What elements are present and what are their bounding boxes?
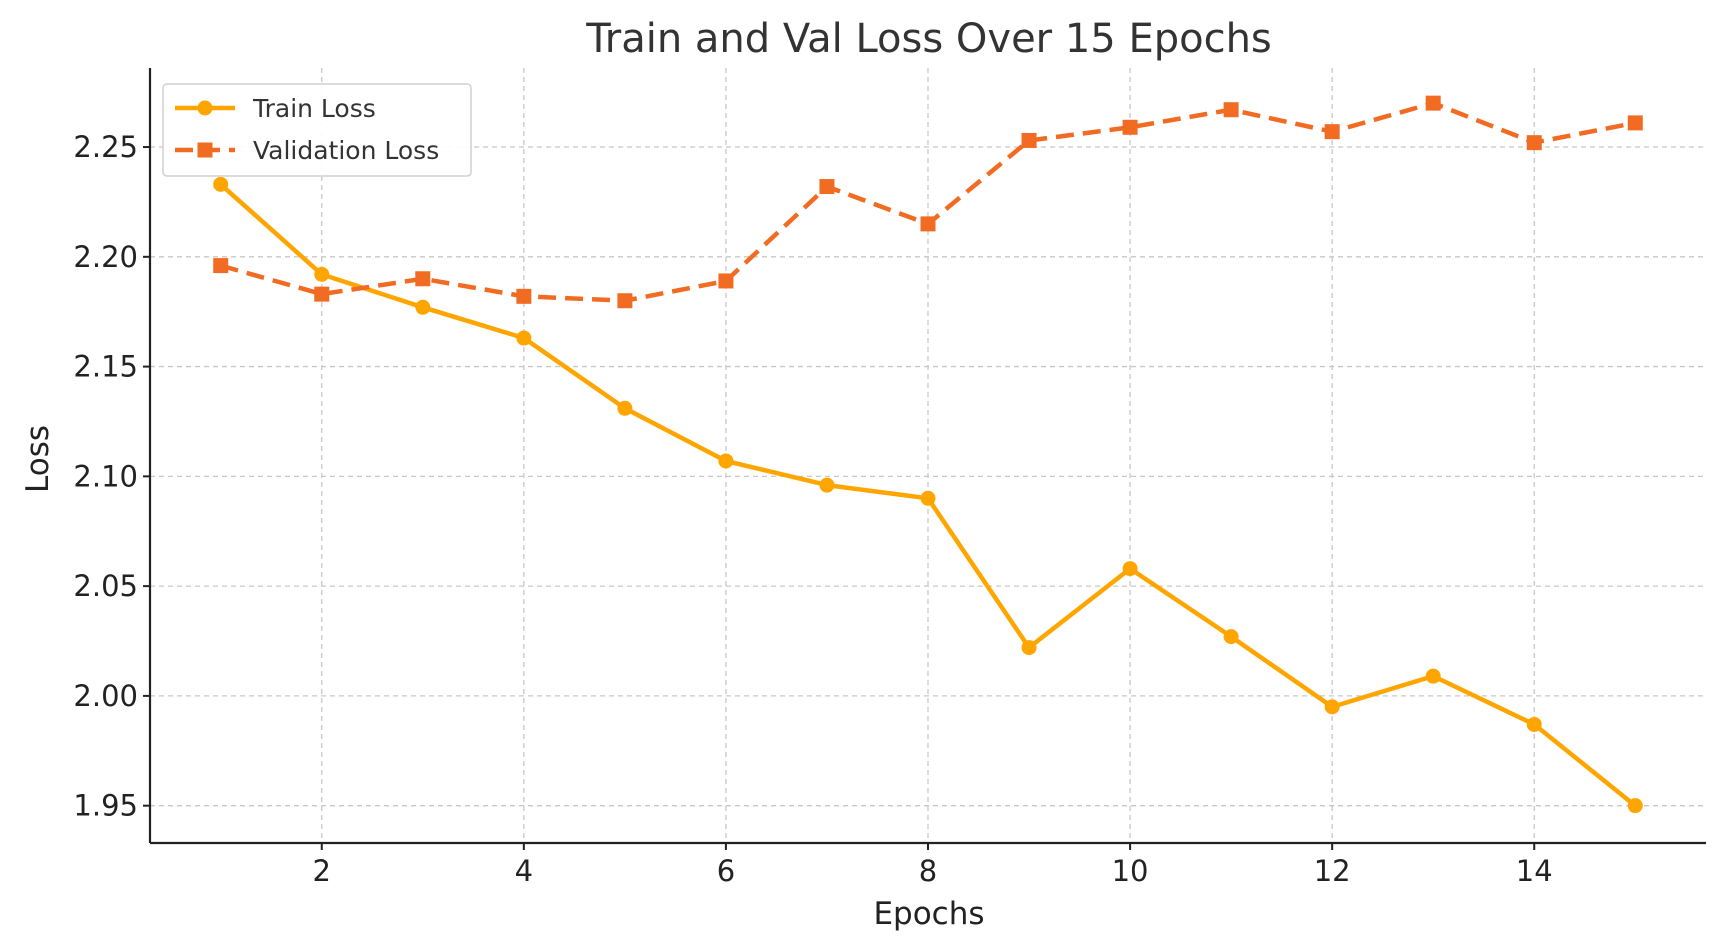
train-loss-point <box>1425 668 1441 684</box>
train-loss-point <box>1021 640 1037 656</box>
x-tick-label: 14 <box>1516 854 1553 888</box>
y-tick-label: 1.95 <box>73 789 138 823</box>
validation-loss-point <box>1223 102 1239 118</box>
validation-loss-legend-label: Validation Loss <box>253 136 439 165</box>
validation-loss-point <box>1526 135 1542 151</box>
train-loss-point <box>819 477 835 493</box>
x-tick-label: 10 <box>1112 854 1149 888</box>
train-loss-point <box>516 330 532 346</box>
x-axis-label: Epochs <box>873 896 984 932</box>
y-tick-label: 2.00 <box>73 679 138 713</box>
y-tick-label: 2.05 <box>73 569 138 603</box>
validation-loss-point <box>213 258 229 274</box>
train-loss-point <box>920 490 936 506</box>
y-tick-label: 2.25 <box>73 130 138 164</box>
validation-loss-point <box>920 216 936 232</box>
train-loss-point <box>617 400 633 416</box>
validation-loss-point <box>1627 115 1643 131</box>
validation-loss-point <box>819 179 835 195</box>
train-loss-point <box>415 299 431 315</box>
x-tick-label: 2 <box>313 854 331 888</box>
train-loss-point <box>314 266 330 282</box>
grid-lines <box>150 68 1706 843</box>
x-tick-label: 8 <box>919 854 937 888</box>
x-tick-label: 12 <box>1314 854 1351 888</box>
validation-loss-point <box>1324 124 1340 140</box>
legend: Train Loss Validation Loss <box>162 83 472 177</box>
y-tick-label: 2.10 <box>73 459 138 493</box>
y-tick-label: 2.15 <box>73 350 138 384</box>
validation-loss-point <box>1425 95 1441 111</box>
train-loss-point <box>1324 699 1340 715</box>
train-loss-point <box>1223 629 1239 645</box>
train-loss-legend-marker <box>197 100 213 116</box>
train-loss-point <box>1526 716 1542 732</box>
validation-loss-point <box>1122 119 1138 135</box>
validation-loss-point <box>314 286 330 302</box>
chart-title: Train and Val Loss Over 15 Epochs <box>585 16 1272 62</box>
series-group <box>213 95 1643 814</box>
legend-box <box>162 83 472 177</box>
validation-loss-point <box>718 273 734 289</box>
train-loss-point <box>718 453 734 469</box>
train-loss-point <box>213 176 229 192</box>
y-axis-label: Loss <box>20 425 56 493</box>
validation-loss-point <box>1021 132 1037 148</box>
y-tick-label: 2.20 <box>73 240 138 274</box>
x-tick-label: 6 <box>717 854 735 888</box>
train-loss-point <box>1122 561 1138 577</box>
tick-labels: 2 4 6 8 10 12 14 1.95 2.00 2.05 2.10 2.15 2.20 2.25 <box>73 130 1552 888</box>
validation-loss-legend-marker <box>197 142 213 158</box>
validation-loss-point <box>617 293 633 309</box>
x-tick-label: 4 <box>515 854 533 888</box>
train-loss-point <box>1627 798 1643 814</box>
validation-loss-point <box>516 288 532 304</box>
validation-loss-point <box>415 271 431 287</box>
train-loss-legend-label: Train Loss <box>252 94 376 123</box>
